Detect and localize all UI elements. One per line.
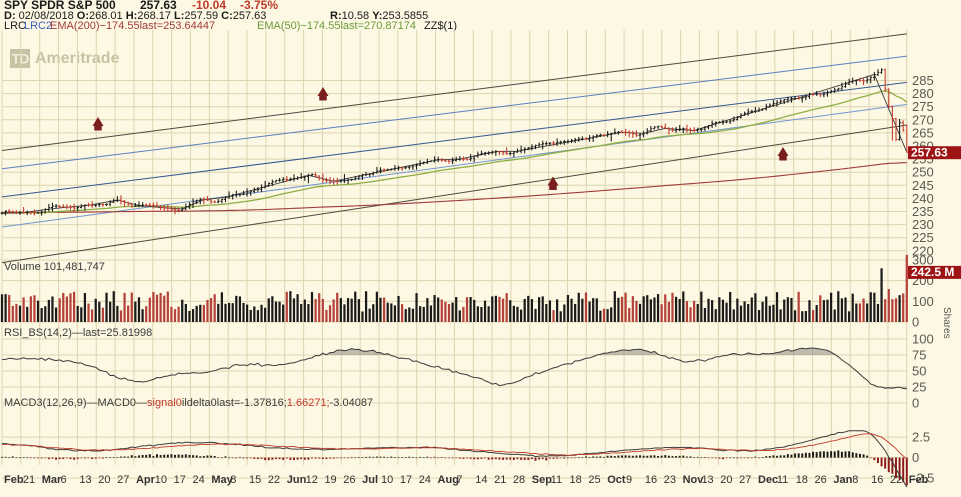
svg-text:Dec: Dec bbox=[758, 474, 778, 486]
svg-text:23: 23 bbox=[664, 474, 676, 486]
svg-text:257.63: 257.63 bbox=[911, 146, 948, 160]
svg-text:17: 17 bbox=[174, 474, 186, 486]
svg-text:10: 10 bbox=[381, 474, 393, 486]
svg-text:27: 27 bbox=[739, 474, 751, 486]
svg-text:LRC2: LRC2 bbox=[24, 20, 52, 32]
svg-text:7: 7 bbox=[456, 474, 462, 486]
svg-text:15: 15 bbox=[249, 474, 261, 486]
svg-text:235: 235 bbox=[912, 204, 934, 219]
svg-text:RSI_BS(14,2)—last=25.81998: RSI_BS(14,2)—last=25.81998 bbox=[4, 327, 152, 339]
svg-text:20: 20 bbox=[98, 474, 110, 486]
svg-text:21: 21 bbox=[23, 474, 35, 486]
svg-text:8: 8 bbox=[852, 474, 858, 486]
svg-text:25: 25 bbox=[588, 474, 600, 486]
svg-text:225: 225 bbox=[912, 230, 934, 245]
svg-text:230: 230 bbox=[912, 217, 934, 232]
svg-text:8: 8 bbox=[230, 474, 236, 486]
svg-text:0: 0 bbox=[912, 450, 919, 465]
svg-text:270: 270 bbox=[912, 112, 934, 127]
svg-text:Mar: Mar bbox=[42, 474, 62, 486]
svg-text:275: 275 bbox=[912, 99, 934, 114]
svg-text:6: 6 bbox=[61, 474, 67, 486]
svg-text:242.5 M: 242.5 M bbox=[911, 265, 954, 279]
svg-text:27: 27 bbox=[117, 474, 129, 486]
svg-text:100: 100 bbox=[912, 332, 934, 347]
svg-text:13: 13 bbox=[79, 474, 91, 486]
svg-text:25: 25 bbox=[912, 380, 926, 395]
svg-text:Apr: Apr bbox=[136, 474, 156, 486]
svg-text:9: 9 bbox=[626, 474, 632, 486]
svg-text:Jan: Jan bbox=[833, 474, 852, 486]
svg-text:Jun: Jun bbox=[287, 474, 307, 486]
svg-text:285: 285 bbox=[912, 73, 934, 88]
svg-text:Sep: Sep bbox=[532, 474, 552, 486]
svg-text:11: 11 bbox=[777, 474, 788, 486]
svg-text:LRC: LRC bbox=[4, 20, 26, 32]
svg-text:28: 28 bbox=[513, 474, 525, 486]
svg-text:240: 240 bbox=[912, 191, 934, 206]
svg-text:13: 13 bbox=[701, 474, 713, 486]
svg-text:26: 26 bbox=[343, 474, 355, 486]
svg-text:MACD3(12,26,9)—MACD0—signal0il: MACD3(12,26,9)—MACD0—signal0ildelta0last… bbox=[4, 397, 373, 409]
svg-text:11: 11 bbox=[551, 474, 562, 486]
svg-text:265: 265 bbox=[912, 125, 934, 140]
svg-text:Shares: Shares bbox=[941, 307, 952, 339]
svg-text:Jul: Jul bbox=[362, 474, 378, 486]
svg-text:18: 18 bbox=[796, 474, 808, 486]
svg-text:280: 280 bbox=[912, 86, 934, 101]
svg-text:17: 17 bbox=[400, 474, 412, 486]
svg-text:75: 75 bbox=[912, 348, 926, 363]
svg-text:10: 10 bbox=[155, 474, 167, 486]
svg-text:20: 20 bbox=[720, 474, 732, 486]
svg-text:Oct: Oct bbox=[607, 474, 626, 486]
svg-text:16: 16 bbox=[645, 474, 657, 486]
svg-text:26: 26 bbox=[815, 474, 827, 486]
svg-text:22: 22 bbox=[268, 474, 280, 486]
svg-text:18: 18 bbox=[570, 474, 582, 486]
svg-text:Feb: Feb bbox=[4, 474, 24, 486]
svg-text:24: 24 bbox=[193, 474, 205, 486]
svg-text:14: 14 bbox=[475, 474, 487, 486]
svg-text:2.5: 2.5 bbox=[912, 430, 930, 445]
svg-text:16: 16 bbox=[871, 474, 883, 486]
svg-text:12: 12 bbox=[306, 474, 318, 486]
svg-text:100: 100 bbox=[912, 294, 934, 309]
svg-text:ZZ$(1): ZZ$(1) bbox=[424, 20, 457, 32]
svg-text:50: 50 bbox=[912, 364, 926, 379]
svg-text:0: 0 bbox=[912, 396, 919, 411]
svg-text:Feb: Feb bbox=[909, 474, 929, 486]
svg-text:22: 22 bbox=[890, 474, 902, 486]
svg-text:0: 0 bbox=[912, 315, 919, 330]
svg-text:Volume 101,481,747: Volume 101,481,747 bbox=[4, 261, 105, 273]
svg-text:21: 21 bbox=[494, 474, 506, 486]
svg-text:24: 24 bbox=[419, 474, 431, 486]
svg-text:245: 245 bbox=[912, 178, 934, 193]
svg-text:250: 250 bbox=[912, 165, 934, 180]
svg-text:19: 19 bbox=[324, 474, 336, 486]
svg-text:EMA(50)−174.55last=270.87174: EMA(50)−174.55last=270.87174 bbox=[257, 20, 416, 32]
